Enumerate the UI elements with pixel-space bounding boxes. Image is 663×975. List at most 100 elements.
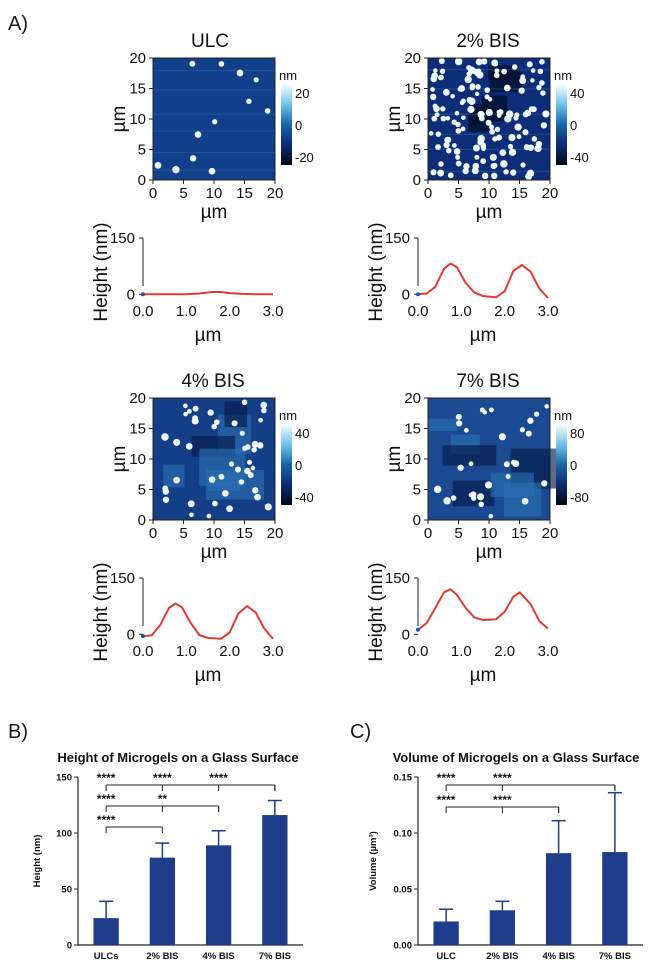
x-tick-label: 0 (424, 525, 432, 542)
afm-particle (541, 480, 548, 487)
afm-particle (508, 134, 516, 142)
afm-particle (484, 94, 490, 100)
afm-patch (481, 95, 508, 122)
afm-particle (443, 497, 451, 505)
afm-particle (251, 446, 257, 453)
afm-particle (477, 110, 485, 118)
afm-particle (433, 485, 442, 494)
afm-particle (503, 461, 510, 468)
profile-line (417, 588, 549, 631)
afm-particle (438, 75, 443, 81)
y-tick-label: 0 (138, 512, 146, 529)
afm-particle (466, 71, 472, 77)
x-tick-label: 15 (236, 525, 253, 542)
afm-particle (464, 75, 472, 84)
colorbar-unit: nm (279, 68, 297, 83)
afm-particle (538, 80, 545, 86)
profile-y-tick-label: 150 (385, 230, 410, 247)
afm-particle (438, 58, 445, 64)
colorbar-tick-label: 0 (570, 458, 577, 473)
afm-particle (430, 93, 437, 101)
y-tick-label: 5 (138, 142, 146, 159)
afm-particle (533, 411, 540, 417)
significance-label: **** (97, 771, 116, 785)
afm-particle (468, 461, 474, 467)
profile-y-tick-label: 0 (402, 626, 410, 643)
afm-particle (457, 86, 463, 92)
x-tick-label: 20 (267, 525, 284, 542)
afm-particle (446, 147, 452, 154)
afm-particle (437, 169, 445, 177)
afm-particle (514, 123, 522, 131)
afm-particle (226, 505, 233, 513)
afm-particle (503, 84, 511, 92)
afm-particle (485, 119, 492, 126)
afm-particle (440, 106, 446, 112)
bar (602, 852, 628, 945)
y-tick-label: 20 (129, 390, 146, 407)
afm-particle (525, 430, 532, 437)
profile-start-marker (416, 292, 420, 297)
afm-particle (218, 61, 225, 67)
afm-particle (456, 420, 463, 427)
significance-label: **** (209, 771, 228, 785)
afm-particle (183, 411, 188, 417)
colorbar-tick-label: -80 (570, 490, 589, 505)
afm-particle (467, 105, 475, 114)
y-tick-label: 0.15 (394, 773, 413, 784)
afm-particle (468, 97, 476, 105)
afm-particle (518, 87, 525, 94)
afm-particle (194, 131, 202, 138)
y-tick-label: 20 (404, 390, 421, 407)
x-axis-label: µm (476, 542, 503, 563)
colorbar-tick-label: -40 (295, 490, 314, 505)
afm-particle (455, 413, 462, 420)
x-tick-label: 0 (424, 185, 432, 202)
colorbar-tick-label: 40 (570, 86, 584, 101)
afm-particle (475, 84, 481, 90)
x-tick-label: 0 (149, 525, 157, 542)
colorbar-tick-label: 0 (295, 458, 302, 473)
profile-y-tick-label: 150 (110, 570, 135, 587)
afm-particle (492, 163, 498, 168)
category-label: ULC (436, 951, 456, 962)
y-tick-label: 15 (129, 421, 146, 438)
significance-label: **** (97, 792, 116, 806)
y-tick-label: 0 (413, 512, 421, 529)
afm-particle (531, 136, 538, 142)
x-tick-label: 5 (179, 185, 187, 202)
afm-particle (439, 68, 446, 74)
profile-x-tick-label: 0.0 (408, 303, 429, 320)
afm-particle (191, 417, 199, 425)
afm-particle (442, 88, 450, 96)
x-tick-label: 10 (206, 185, 223, 202)
afm-particle (472, 162, 480, 170)
profile-x-axis-label: µm (195, 325, 222, 346)
afm-particle (447, 172, 454, 179)
profile-x-tick-label: 0.0 (408, 643, 429, 660)
x-tick-label: 10 (481, 185, 498, 202)
y-tick-label: 0.10 (394, 829, 413, 840)
afm-particle (522, 111, 529, 118)
afm-particle (501, 68, 508, 75)
y-tick-label: 5 (413, 482, 421, 499)
bar (433, 921, 459, 945)
afm-particle (207, 409, 214, 416)
afm-particle (444, 136, 451, 144)
category-label: 7% BIS (259, 951, 291, 962)
y-tick-label: 10 (404, 451, 421, 468)
afm-particle (192, 405, 199, 412)
x-axis-label: µm (201, 542, 228, 563)
afm-particle (187, 500, 195, 508)
afm-particle (466, 64, 472, 71)
colorbar-tick-label: 0 (295, 118, 302, 133)
profile-x-tick-label: 2.0 (494, 303, 515, 320)
afm-particle (476, 493, 485, 501)
afm-particle (507, 143, 514, 150)
chart-title: Volume of Microgels on a Glass Surface (393, 750, 640, 765)
afm-particle (484, 87, 491, 93)
